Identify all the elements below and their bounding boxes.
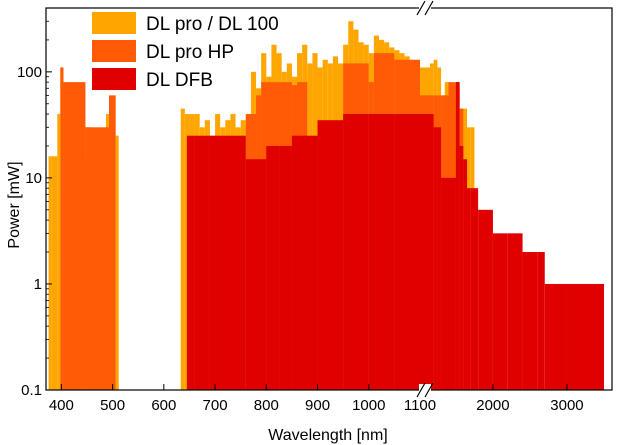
x-tick-label: 900 [305, 397, 330, 414]
data-bar [60, 67, 64, 390]
x-tick-label: 500 [100, 397, 125, 414]
data-bar [492, 233, 508, 390]
data-bar [420, 114, 430, 391]
data-bar [63, 82, 86, 390]
data-bar [194, 135, 210, 390]
plot-area [48, 21, 604, 391]
data-bar [478, 209, 493, 390]
data-bar [522, 252, 538, 390]
data-bar [48, 156, 52, 390]
data-bar [279, 145, 292, 390]
y-tick-label: 10 [25, 170, 42, 187]
x-tick-label: 700 [203, 397, 228, 414]
axes: 400 500 600 700 800 900 1000 1100 2000 30000.1110… [17, 0, 613, 414]
x-tick-label: 800 [254, 397, 279, 414]
legend-swatch-dl-dfb [92, 68, 136, 90]
series-2 [186, 82, 604, 391]
legend-label-dl-pro-hp: DL pro HP [146, 42, 234, 63]
data-bar [470, 188, 479, 390]
x-axis-title: Wavelength [nm] [268, 427, 387, 444]
data-bar [544, 283, 567, 390]
data-bar [463, 159, 468, 390]
data-bar [448, 177, 456, 390]
legend: DL pro / DL 100 DL pro HP DL DFB [92, 12, 279, 91]
data-bar [343, 114, 369, 391]
data-bar [368, 114, 395, 391]
x-tick-label: 2000 [476, 397, 509, 414]
data-bar [537, 252, 545, 390]
data-bar [459, 145, 464, 390]
data-bar [455, 82, 460, 390]
data-bar [317, 120, 344, 390]
x-tick-label: 600 [151, 397, 176, 414]
data-bar [85, 127, 110, 390]
data-bar [291, 135, 318, 390]
axis-break-mask [419, 2, 431, 14]
data-bar [51, 156, 58, 390]
data-bar [437, 127, 442, 390]
data-bar [441, 177, 449, 390]
data-bar [115, 135, 119, 390]
data-bar [266, 145, 280, 390]
data-bar [209, 135, 246, 390]
y-tick-label: 1 [34, 276, 42, 293]
data-bar [433, 127, 438, 390]
data-bar [566, 283, 604, 390]
axis-break-mark [416, 0, 426, 16]
x-tick-label: 3000 [550, 397, 583, 414]
legend-label-dl-pro-dl100: DL pro / DL 100 [146, 14, 279, 35]
data-bar [467, 188, 471, 390]
legend-swatch-dl-pro-hp [92, 40, 136, 62]
axis-break-mark [424, 382, 434, 398]
data-bar [394, 114, 420, 391]
x-tick-label: 1100 [404, 397, 436, 414]
data-bar [507, 233, 523, 390]
x-tick-label: 1000 [352, 397, 385, 414]
axis-break-mark [424, 0, 434, 16]
y-axis-title: Power [mW] [6, 161, 23, 248]
data-bar [57, 114, 61, 391]
y-tick-label: 0.1 [21, 382, 42, 399]
x-tick-label: 400 [49, 397, 74, 414]
data-bar [109, 95, 116, 390]
legend-label-dl-dfb: DL DFB [146, 70, 213, 91]
data-bar [245, 159, 267, 390]
legend-swatch-dl-pro-dl100 [92, 12, 136, 34]
data-bar [180, 108, 185, 391]
data-bar [186, 135, 195, 390]
y-tick-label: 100 [17, 64, 42, 81]
plot-frame [45, 7, 613, 391]
data-bar [430, 114, 434, 391]
axis-break-mask [419, 384, 431, 396]
axis-break-mark [416, 382, 426, 398]
